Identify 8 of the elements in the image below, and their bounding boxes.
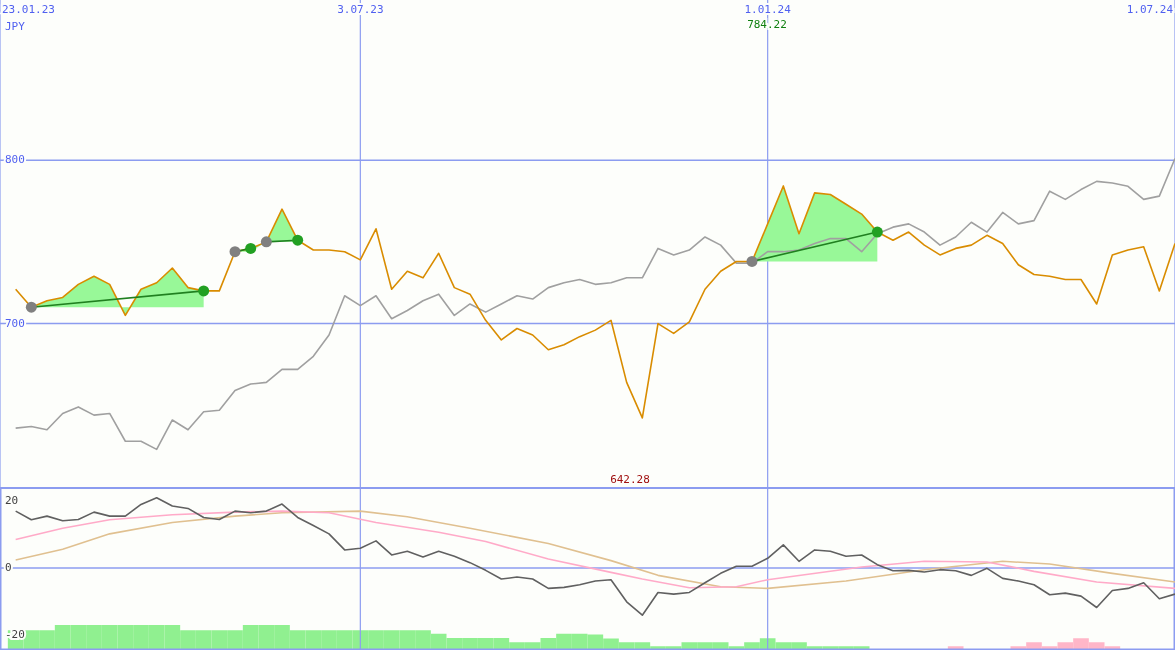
annotation: 784.22 [747,18,787,31]
y-tick-label: -20 [5,627,25,641]
y-tick-label: 20 [5,494,19,508]
y-axis-title: JPY [5,20,26,33]
x-tick-label: 23.01.23 [2,3,55,16]
x-tick-label: 1.07.24 [1126,3,1174,16]
y-tick-label: 0 [5,561,12,574]
annotation: 642.28 [610,473,650,486]
